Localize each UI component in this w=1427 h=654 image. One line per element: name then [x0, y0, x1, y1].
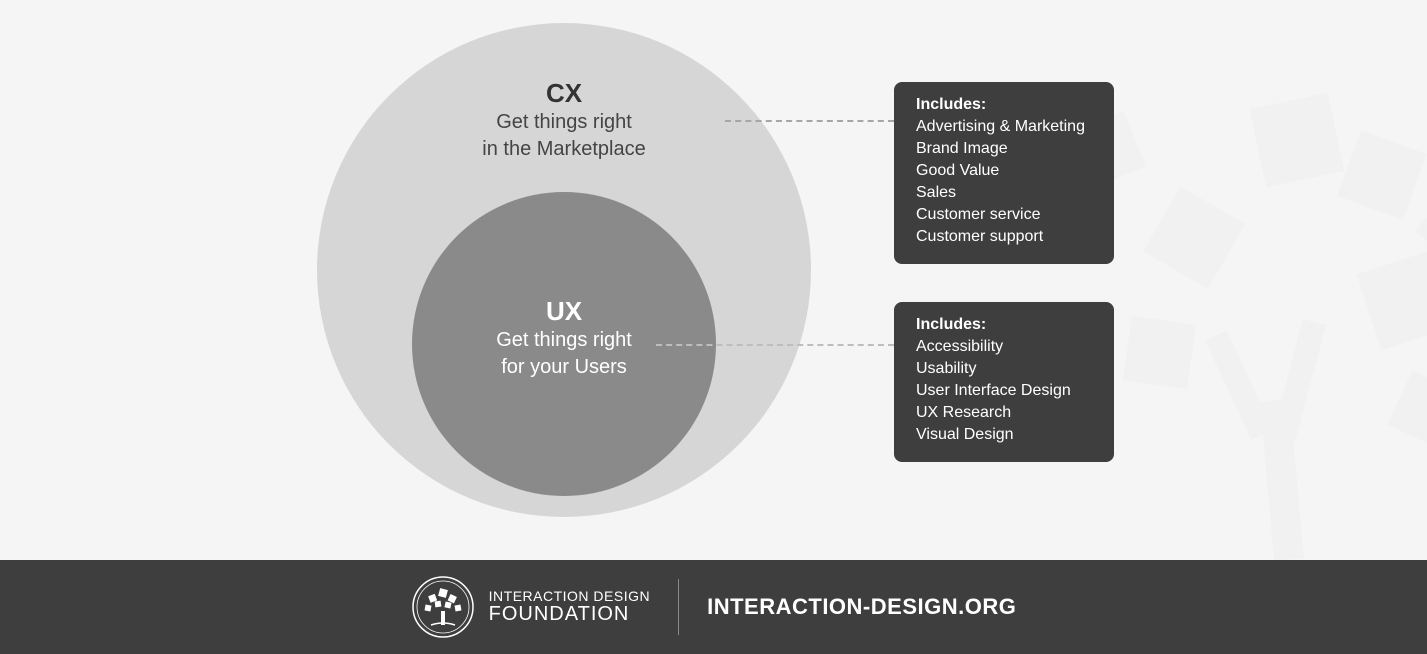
ux-title: UX [434, 296, 694, 327]
ux-includes-item: Usability [916, 358, 1092, 380]
ux-includes-list: AccessibilityUsabilityUser Interface Des… [916, 336, 1092, 446]
cx-label-block: CX Get things right in the Marketplace [434, 78, 694, 163]
connector-cx [725, 120, 894, 122]
cx-includes-list: Advertising & MarketingBrand ImageGood V… [916, 116, 1092, 248]
cx-subtitle-line1: Get things right [434, 109, 694, 136]
cx-includes-item: Sales [916, 182, 1092, 204]
ux-includes-item: Accessibility [916, 336, 1092, 358]
cx-subtitle-line2: in the Marketplace [434, 136, 694, 163]
footer-divider [678, 579, 679, 635]
connector-ux [656, 344, 894, 346]
cx-includes-item: Advertising & Marketing [916, 116, 1092, 138]
cx-includes-item: Customer service [916, 204, 1092, 226]
footer-brand-line1: INTERACTION DESIGN [489, 589, 650, 604]
footer-bar: INTERACTION DESIGN FOUNDATION INTERACTIO… [0, 560, 1427, 654]
cx-title: CX [434, 78, 694, 109]
cx-includes-item: Good Value [916, 160, 1092, 182]
ux-includes-item: Visual Design [916, 424, 1092, 446]
ux-subtitle-line2: for your Users [434, 354, 694, 381]
ux-includes-box: Includes: AccessibilityUsabilityUser Int… [894, 302, 1114, 462]
idf-logo-icon [411, 575, 475, 639]
ux-includes-item: User Interface Design [916, 380, 1092, 402]
ux-includes-item: UX Research [916, 402, 1092, 424]
ux-includes-header: Includes: [916, 316, 1092, 334]
cx-includes-item: Customer support [916, 226, 1092, 248]
ux-subtitle-line1: Get things right [434, 327, 694, 354]
footer-brand-text: INTERACTION DESIGN FOUNDATION [489, 589, 650, 625]
diagram-canvas: CX Get things right in the Marketplace U… [0, 0, 1427, 560]
footer-url: INTERACTION-DESIGN.ORG [707, 594, 1016, 620]
cx-includes-header: Includes: [916, 96, 1092, 114]
footer-brand-line2: FOUNDATION [489, 604, 650, 625]
ux-label-block: UX Get things right for your Users [434, 296, 694, 381]
footer-logo-group: INTERACTION DESIGN FOUNDATION [411, 575, 650, 639]
cx-includes-box: Includes: Advertising & MarketingBrand I… [894, 82, 1114, 264]
cx-includes-item: Brand Image [916, 138, 1092, 160]
